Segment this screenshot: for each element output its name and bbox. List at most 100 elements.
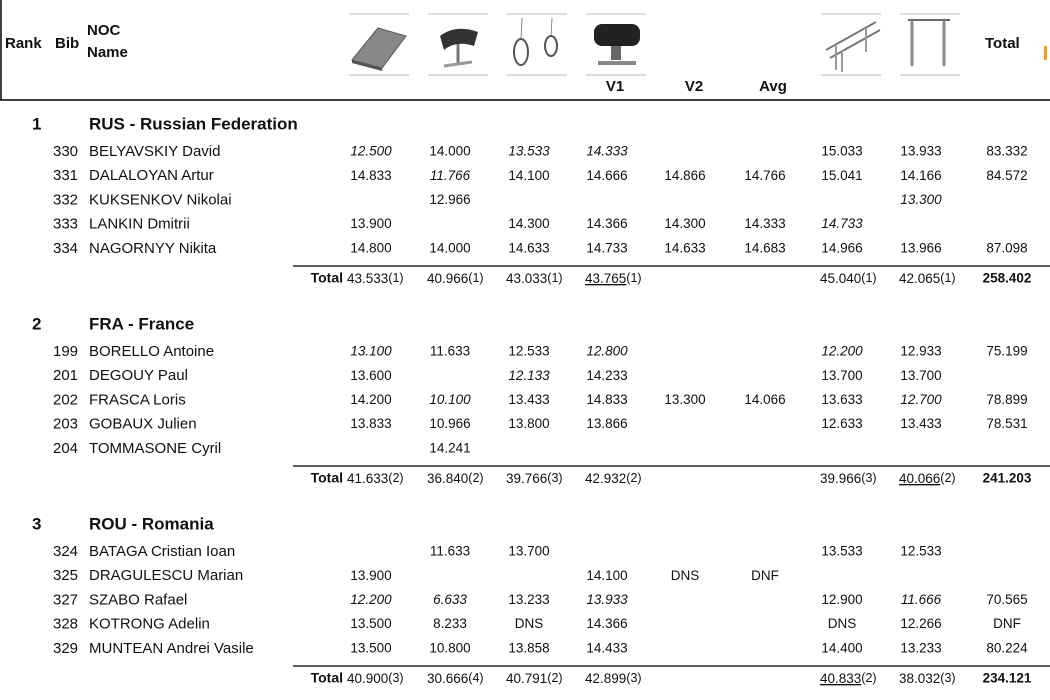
score: 14.100 [586,568,627,583]
apparatus-total-rank: (3) [861,471,876,485]
score: 12.933 [900,344,941,359]
score: 14.733 [586,240,627,255]
athlete-name: LANKIN Dmitrii [89,216,190,233]
vault-icon [586,13,646,76]
score: 13.633 [821,392,862,407]
athlete-total: 78.899 [986,392,1027,407]
athlete-total: 83.332 [986,144,1027,159]
score: 12.966 [429,192,470,207]
score: 6.633 [433,592,467,607]
team-name: FRA - France [89,314,194,333]
apparatus-total: 40.900(3) [347,671,404,686]
apparatus-total-score: 40.900 [347,671,388,686]
apparatus-total-rank: (2) [861,671,876,685]
athlete-bib: 324 [53,543,78,560]
apparatus-total-score: 42.065 [899,271,940,286]
apparatus-total: 36.840(2) [427,471,484,486]
apparatus-total-rank: (4) [468,671,483,685]
athlete-total: 87.098 [986,240,1027,255]
team-rank: 1 [32,114,41,133]
rank-header: Rank [5,35,42,52]
athlete-bib: 328 [53,616,78,633]
score: 14.433 [586,640,627,655]
athlete-total: 80.224 [986,640,1028,655]
score: 12.200 [350,592,392,607]
score: 13.700 [900,368,941,383]
athlete-bib: 327 [53,591,78,608]
athlete-bib: 201 [53,367,78,384]
apparatus-total-score: 36.840 [427,471,468,486]
pommel-icon [428,13,488,76]
score: 13.300 [900,192,942,207]
score: 12.900 [821,592,862,607]
score: 14.966 [821,240,862,255]
name-header: Name [87,44,128,61]
apparatus-total-score: 45.040 [820,271,861,286]
rings-icon [507,13,567,76]
score: 11.666 [901,592,942,607]
score: 14.766 [744,168,785,183]
athlete-name: DALALOYAN Artur [89,167,214,184]
athlete-bib: 202 [53,391,78,408]
apparatus-total: 40.966(1) [427,271,484,286]
athlete-bib: 204 [53,440,78,457]
total-header: Total [985,35,1020,52]
score: 14.100 [508,168,549,183]
apparatus-total: 42.899(3) [585,671,642,686]
score: 13.233 [900,640,941,655]
score: 14.366 [586,216,627,231]
athlete-bib: 332 [53,191,78,208]
score: 13.900 [350,216,391,231]
score: 13.866 [586,416,627,431]
apparatus-total: 39.966(3) [820,471,877,486]
score: 14.400 [821,640,862,655]
high-bar-icon [900,13,960,76]
score: DNF [751,568,779,583]
apparatus-total-score: 43.765 [585,271,626,286]
score: 13.500 [350,640,391,655]
score: 15.041 [821,168,862,183]
apparatus-total-score: 39.966 [820,471,861,486]
edge-marker [1044,46,1047,60]
apparatus-total-rank: (3) [626,671,641,685]
apparatus-total: 45.040(1) [820,271,877,286]
apparatus-total-rank: (1) [940,271,955,285]
apparatus-total-score: 42.932 [585,471,626,486]
score: 14.333 [744,216,785,231]
athlete-name: KUKSENKOV Nikolai [89,191,232,208]
athlete-name: FRASCA Loris [89,391,186,408]
apparatus-total-score: 42.899 [585,671,626,686]
apparatus-total-rank: (1) [861,271,876,285]
score: 14.366 [586,616,627,631]
score: 8.233 [433,616,467,631]
total-label: Total [311,670,343,686]
athlete-name: DRAGULESCU Marian [89,567,243,584]
score: 13.858 [508,640,549,655]
score: 11.633 [430,544,470,559]
apparatus-total: 41.633(2) [347,471,404,486]
score: 13.933 [586,592,628,607]
score: 14.200 [350,392,391,407]
score: 13.300 [664,392,705,407]
athlete-name: GOBAUX Julien [89,416,197,433]
score: 13.966 [900,240,941,255]
apparatus-total-rank: (1) [388,271,403,285]
score: 13.100 [350,344,392,359]
score: 13.700 [508,544,549,559]
score: 11.633 [430,344,470,359]
score: DNS [828,616,857,631]
score: 14.233 [586,368,627,383]
score: 14.633 [664,240,705,255]
athlete-name: BELYAVSKIY David [89,143,220,160]
score: 13.900 [350,568,391,583]
apparatus-total-rank: (3) [940,671,955,685]
score: 10.966 [429,416,470,431]
apparatus-total-score: 39.766 [506,471,547,486]
score: 14.300 [508,216,549,231]
score: 14.800 [350,240,391,255]
apparatus-total: 40.833(2) [820,671,877,686]
athlete-bib: 199 [53,343,78,360]
score: 14.683 [744,240,785,255]
athlete-name: BATAGA Cristian Ioan [89,543,235,560]
score: 13.700 [821,368,862,383]
